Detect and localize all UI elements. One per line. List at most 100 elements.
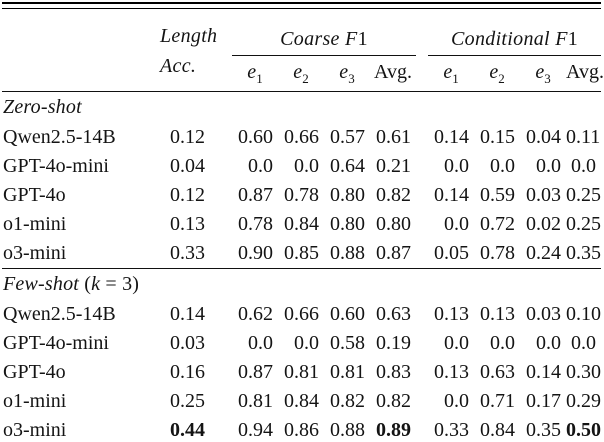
metric-cell: 0.58	[330, 332, 365, 354]
metric-cell: 0.14	[526, 361, 562, 383]
metric-cell: 0.87	[238, 184, 273, 206]
column-gap	[210, 387, 232, 416]
metric-cell: 0.72	[480, 213, 516, 235]
metric-cell: 0.35	[526, 419, 562, 441]
column-gap	[210, 210, 232, 239]
group-header-coarse-f1: Coarse F1	[232, 10, 417, 56]
column-gap	[416, 123, 428, 152]
metric-cell: 0.87	[238, 361, 273, 383]
table-row: GPT-4o-mini 0.04 0.0 0.0 0.64 0.21 0.0 0.0 0.0 0.…	[2, 152, 601, 181]
table-body: Zero-shot Qwen2.5-14B 0.12 0.60 0.66 0.57 0.61…	[2, 92, 602, 442]
metric-cell: 0.66	[284, 303, 319, 325]
corner-header-cell	[2, 10, 160, 92]
metric-cell: 0.81	[330, 361, 365, 383]
model-name-cell: o1-mini	[3, 213, 67, 235]
metric-cell: 0.71	[480, 390, 516, 412]
metric-cell: 0.44	[170, 419, 205, 441]
metric-cell: 0.15	[480, 126, 516, 148]
column-gap	[416, 152, 428, 181]
column-gap	[416, 239, 428, 269]
metric-cell: 0.81	[284, 361, 319, 383]
model-name-cell: o3-mini	[3, 419, 67, 441]
label-text: Conditional F	[451, 28, 568, 50]
table-row: GPT-4o-mini 0.03 0.0 0.0 0.58 0.19 0.0 0.0 0.0 0.…	[2, 329, 601, 358]
e-variable: e	[293, 61, 303, 83]
e-variable: e	[535, 61, 545, 83]
metric-cell: 0.35	[566, 242, 602, 264]
section-header-row: Zero-shot	[2, 92, 601, 124]
metric-cell: 0.63	[480, 361, 516, 383]
column-header-e1: e1	[428, 55, 475, 92]
metric-cell: 0.03	[170, 332, 205, 354]
metric-cell: 0.11	[566, 126, 601, 148]
label-text: Zero-shot	[3, 96, 82, 118]
column-gap	[416, 181, 428, 210]
metric-cell: 0.80	[330, 213, 365, 235]
column-gap	[210, 10, 232, 92]
column-header-length-acc: Length Acc.	[160, 10, 217, 92]
model-name-cell: GPT-4o	[3, 361, 66, 383]
column-header-e2: e2	[278, 55, 324, 92]
e-subscript: 2	[302, 71, 309, 86]
group-header-conditional-f1: Conditional F1	[428, 10, 602, 56]
metric-cell: 0.0	[444, 390, 470, 412]
metric-cell: 0.60	[330, 303, 365, 325]
metric-cell: 0.0	[444, 213, 470, 235]
metric-cell: 0.84	[480, 419, 516, 441]
label-text: 1	[567, 28, 579, 50]
metric-cell: 0.16	[170, 361, 205, 383]
metric-cell: 0.78	[238, 213, 273, 235]
metric-cell: 0.86	[284, 419, 319, 441]
metric-cell: 0.88	[330, 419, 365, 441]
metric-cell: 0.88	[330, 242, 365, 264]
metric-cell: 0.13	[434, 303, 470, 325]
metric-cell: 0.78	[284, 184, 319, 206]
metric-cell: 0.83	[376, 361, 412, 383]
column-gap	[416, 210, 428, 239]
table-row: GPT-4o 0.12 0.87 0.78 0.80 0.82 0.14 0.59 0.03 0.…	[2, 181, 601, 210]
model-name-cell: o1-mini	[3, 390, 67, 412]
metric-cell: 0.10	[566, 303, 602, 325]
metric-cell: 0.29	[566, 390, 602, 412]
metric-cell: 0.0	[248, 155, 273, 177]
label-text: Few-shot	[3, 273, 85, 295]
metric-cell: 0.89	[376, 419, 412, 441]
column-header-e3: e3	[324, 55, 370, 92]
group-header-row: Length Acc. Coarse F1 Conditional F1	[2, 10, 602, 92]
metric-cell: 0.0	[248, 332, 273, 354]
column-gap	[210, 152, 232, 181]
metric-cell: 0.14	[434, 126, 470, 148]
table-top-rule	[2, 2, 601, 9]
column-gap	[416, 329, 428, 358]
metric-cell: 0.61	[376, 126, 412, 148]
column-gap	[210, 329, 232, 358]
metric-cell: 0.33	[170, 242, 205, 264]
metric-cell: 0.25	[170, 390, 205, 412]
section-header-row: Few-shot (k = 3)	[2, 268, 602, 300]
e-subscript: 2	[498, 71, 505, 86]
metric-cell: 0.0	[444, 155, 470, 177]
metric-cell: 0.17	[526, 390, 562, 412]
metric-cell: 0.90	[238, 242, 273, 264]
label-text: = 3)	[100, 273, 140, 295]
metric-cell: 0.59	[480, 184, 516, 206]
metric-cell: 0.14	[434, 184, 470, 206]
section-label: Zero-shot	[2, 92, 601, 124]
metric-cell: 0.0	[536, 332, 562, 354]
metric-cell: 0.12	[170, 184, 205, 206]
column-gap	[210, 181, 232, 210]
column-header-e1: e1	[232, 55, 278, 92]
metric-cell: 0.13	[434, 361, 470, 383]
e-variable: e	[443, 61, 453, 83]
metric-cell: 0.12	[170, 126, 205, 148]
label-text: k	[91, 273, 101, 295]
column-gap	[416, 358, 428, 387]
metric-cell: 0.24	[526, 242, 562, 264]
metric-cell: 0.0	[294, 155, 319, 177]
metric-cell: 0.03	[526, 184, 562, 206]
metric-cell: 0.13	[480, 303, 516, 325]
section-label: Few-shot (k = 3)	[2, 268, 602, 300]
metric-cell: 0.0	[536, 155, 562, 177]
column-header-avg: Avg.	[370, 55, 417, 92]
